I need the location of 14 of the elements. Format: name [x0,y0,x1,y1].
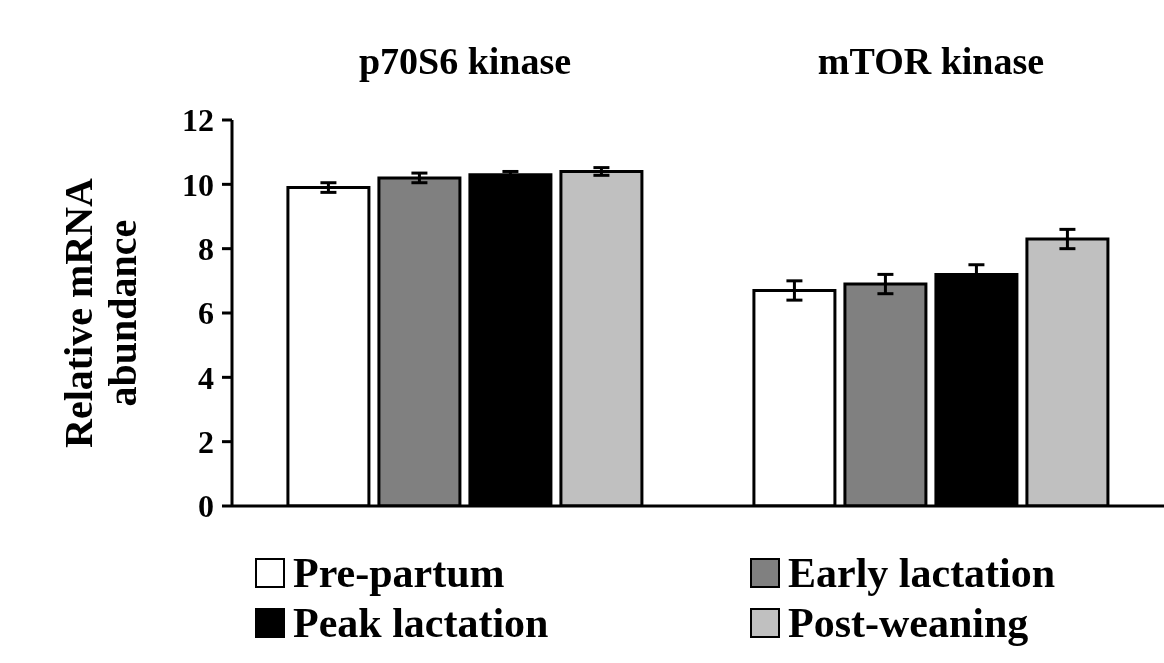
legend-label: Post-weaning [788,599,1029,648]
y-tick-label: 0 [198,488,214,525]
y-tick-label: 8 [198,231,214,268]
y-tick-label: 4 [198,359,214,396]
legend-label: Early lactation [788,549,1056,598]
x-tick-label: mTOR kinase [817,40,1045,82]
y-tick-label: 2 [198,424,214,461]
y-axis-title: Relative mRNA abundance [56,177,145,448]
x-tick-label: p70S6 kinase [358,40,572,82]
legend-label: Peak lactation [293,599,549,648]
y-tick-label: 12 [182,102,214,139]
legend-label: Pre-partum [293,549,505,598]
y-tick-label: 10 [182,166,214,203]
y-tick-label: 6 [198,295,214,332]
